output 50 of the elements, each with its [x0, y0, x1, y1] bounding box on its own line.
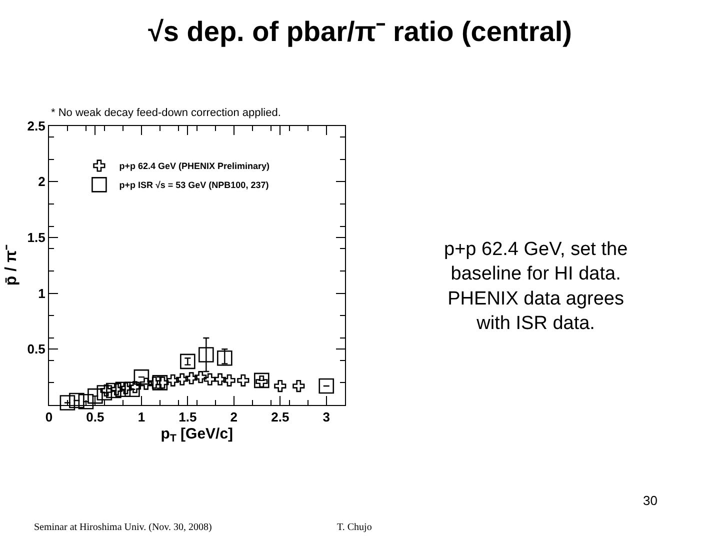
point: [60, 395, 76, 410]
point: [128, 381, 142, 394]
text: p+p 62.4 GeV, set the baseline for HI data. PHENIX data agrees with ISR data.: [444, 239, 628, 334]
point: [140, 378, 152, 390]
point: [176, 373, 188, 386]
point: [106, 382, 122, 398]
point: [254, 372, 270, 388]
legend-label: p+p ISR √s = 53 GeV (NPB100, 237): [119, 180, 269, 190]
x-tick-label: 1.5: [178, 410, 197, 425]
x-tick-label: 0: [45, 410, 53, 425]
point: [166, 374, 179, 386]
text: T. Chujo: [337, 522, 372, 533]
point: [292, 380, 305, 392]
point: [115, 382, 131, 398]
point: [204, 373, 216, 386]
point: [185, 372, 198, 384]
x-tick-label: 2.5: [271, 410, 290, 425]
text: 30: [643, 493, 658, 508]
x-tick-label: 0.5: [86, 410, 104, 425]
point: [69, 392, 84, 408]
point: [152, 375, 168, 390]
point: [88, 388, 103, 404]
x-axis-title: p$_{T}$ [GeV/c]: [160, 426, 234, 445]
x-tick-label: 2: [230, 410, 238, 425]
point: [318, 378, 334, 394]
y-tick-label: 2: [38, 174, 46, 190]
point: [180, 354, 196, 370]
point: [134, 369, 150, 385]
y-tick-label: 1.5: [27, 230, 46, 246]
y-tick-label: 0.5: [27, 342, 46, 357]
point: [96, 385, 112, 400]
x-tick-label: 1: [138, 410, 146, 425]
point: [78, 394, 94, 410]
point: [214, 373, 226, 386]
point: [198, 347, 214, 362]
text: * No weak decay feed-down correction applied.: [51, 107, 281, 119]
y-tick-label: 2.5: [27, 118, 46, 134]
point: [237, 374, 250, 386]
point: [223, 374, 236, 386]
y-tick-label: 1: [38, 286, 46, 301]
point: [274, 380, 286, 392]
legend-label: p+p 62.4 GeV (PHENIX Preliminary): [119, 161, 270, 172]
chart-title: √s dep. of pbar/π⁻ ratio (central): [148, 16, 572, 48]
point: [217, 350, 232, 366]
y-axis-title: p̄ / π⁻: [3, 244, 20, 286]
x-tick-label: 3: [322, 410, 330, 425]
text: Seminar at Hiroshima Univ. (Nov. 30, 2008): [34, 522, 212, 533]
point: [194, 371, 207, 384]
point: [100, 384, 112, 397]
point: [110, 383, 123, 396]
